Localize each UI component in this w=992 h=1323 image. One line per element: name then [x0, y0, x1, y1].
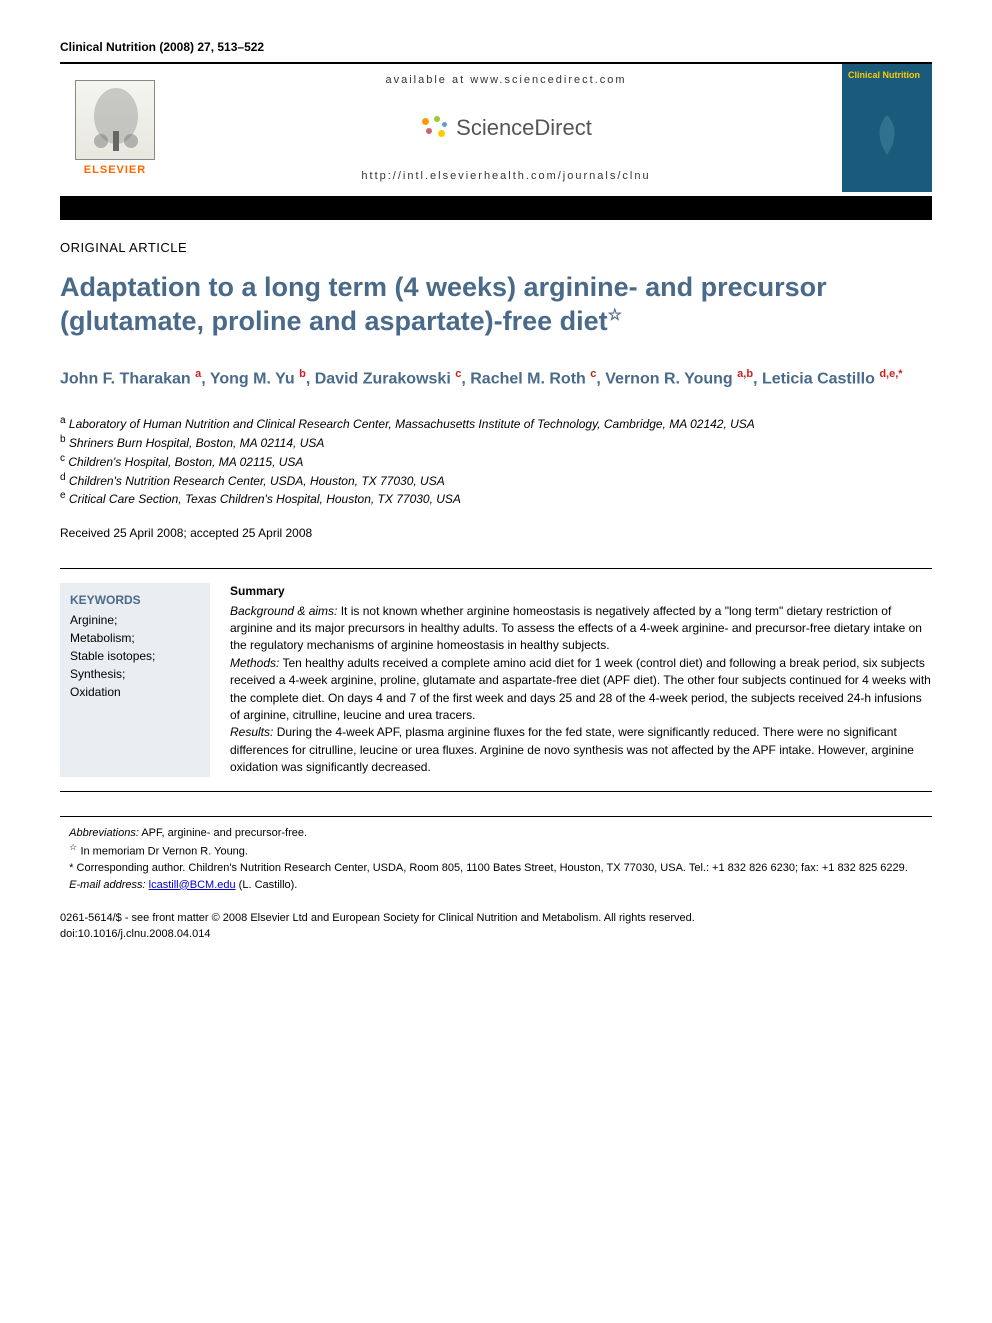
journal-reference: Clinical Nutrition (2008) 27, 513–522 [60, 40, 932, 54]
abbrev-text: APF, arginine- and precursor-free. [139, 827, 307, 839]
affil-key: a [60, 415, 66, 426]
author-affil: a [195, 368, 201, 380]
author: Vernon R. Young [605, 370, 732, 387]
affiliation: b Shriners Burn Hospital, Boston, MA 021… [60, 433, 932, 452]
author-affil: b [299, 368, 306, 380]
memoriam-note: ☆ In memoriam Dr Vernon R. Young. [60, 841, 932, 860]
affil-key: d [60, 472, 66, 483]
doi-line: doi:10.1016/j.clnu.2008.04.014 [60, 927, 932, 942]
article-title: Adaptation to a long term (4 weeks) argi… [60, 271, 932, 339]
title-text: Adaptation to a long term (4 weeks) argi… [60, 272, 827, 336]
email-person: (L. Castillo). [236, 879, 298, 891]
cover-title: Clinical Nutrition [848, 70, 926, 80]
sciencedirect-logo: ScienceDirect [420, 115, 592, 141]
author-affil: d,e,* [879, 368, 902, 380]
results-text: During the 4-week APF, plasma arginine f… [230, 725, 914, 774]
summary-heading: Summary [230, 583, 932, 600]
affil-text: Laboratory of Human Nutrition and Clinic… [69, 417, 755, 431]
email-link[interactable]: lcastill@BCM.edu [149, 879, 236, 891]
affiliation: e Critical Care Section, Texas Children'… [60, 489, 932, 508]
keywords-box: KEYWORDS Arginine; Metabolism; Stable is… [60, 583, 210, 776]
sciencedirect-wordmark: ScienceDirect [456, 115, 592, 141]
author-affil: c [455, 368, 461, 380]
results-label: Results: [230, 725, 273, 739]
email-label: E-mail address: [69, 879, 145, 891]
publisher-band: ELSEVIER available at www.sciencedirect.… [60, 62, 932, 192]
article-type: ORIGINAL ARTICLE [60, 240, 932, 255]
affil-text: Critical Care Section, Texas Children's … [69, 492, 461, 506]
footnotes: Abbreviations: APF, arginine- and precur… [60, 816, 932, 894]
corr-text: Corresponding author. Children's Nutriti… [73, 862, 907, 874]
available-at-text: available at www.sciencedirect.com [385, 74, 626, 86]
email-note: E-mail address: lcastill@BCM.edu (L. Cas… [60, 877, 932, 894]
summary-methods: Methods: Ten healthy adults received a c… [230, 655, 932, 725]
abbreviations-note: Abbreviations: APF, arginine- and precur… [60, 825, 932, 842]
affiliation: a Laboratory of Human Nutrition and Clin… [60, 414, 932, 433]
elsevier-tree-icon [75, 80, 155, 160]
author: Leticia Castillo [762, 370, 875, 387]
summary-box: Summary Background & aims: It is not kno… [230, 583, 932, 776]
author-affil: a,b [737, 368, 753, 380]
affil-text: Children's Hospital, Boston, MA 02115, U… [68, 455, 303, 469]
author-affil: c [590, 368, 596, 380]
background-label: Background & aims: [230, 604, 337, 618]
copyright-line: 0261-5614/$ - see front matter © 2008 El… [60, 911, 932, 926]
copyright-block: 0261-5614/$ - see front matter © 2008 El… [60, 911, 932, 942]
author: Rachel M. Roth [470, 370, 586, 387]
methods-label: Methods: [230, 656, 279, 670]
authors-list: John F. Tharakan a, Yong M. Yu b, David … [60, 367, 932, 391]
summary-results: Results: During the 4-week APF, plasma a… [230, 724, 932, 776]
keywords-list: Arginine; Metabolism; Stable isotopes; S… [70, 611, 200, 701]
summary-background: Background & aims: It is not known wheth… [230, 603, 932, 655]
affiliation: d Children's Nutrition Research Center, … [60, 471, 932, 490]
article-dates: Received 25 April 2008; accepted 25 Apri… [60, 526, 932, 540]
affiliation: c Children's Hospital, Boston, MA 02115,… [60, 452, 932, 471]
sciencedirect-band: available at www.sciencedirect.com Scien… [170, 64, 842, 192]
sciencedirect-dots-icon [420, 116, 450, 140]
affil-text: Shriners Burn Hospital, Boston, MA 02114… [69, 436, 324, 450]
keywords-heading: KEYWORDS [70, 593, 200, 607]
affil-key: b [60, 434, 66, 445]
author: Yong M. Yu [210, 370, 295, 387]
memoriam-text: In memoriam Dr Vernon R. Young. [77, 846, 248, 858]
affil-text: Children's Nutrition Research Center, US… [69, 474, 445, 488]
elsevier-wordmark: ELSEVIER [84, 164, 146, 176]
journal-url: http://intl.elsevierhealth.com/journals/… [361, 170, 650, 182]
methods-text: Ten healthy adults received a complete a… [230, 656, 931, 722]
affil-key: e [60, 490, 66, 501]
affiliations-list: a Laboratory of Human Nutrition and Clin… [60, 414, 932, 508]
author: John F. Tharakan [60, 370, 191, 387]
elsevier-logo: ELSEVIER [60, 64, 170, 192]
journal-cover-thumbnail: Clinical Nutrition [842, 64, 932, 192]
abbrev-label: Abbreviations: [69, 827, 139, 839]
author: David Zurakowski [315, 370, 451, 387]
affil-key: c [60, 453, 65, 464]
abstract-container: KEYWORDS Arginine; Metabolism; Stable is… [60, 568, 932, 791]
title-footnote-mark: ☆ [608, 307, 622, 324]
corresponding-note: * Corresponding author. Children's Nutri… [60, 860, 932, 877]
divider-bar [60, 196, 932, 220]
